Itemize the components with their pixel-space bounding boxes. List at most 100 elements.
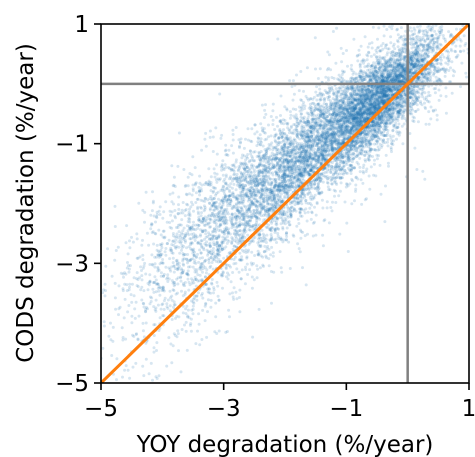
scatter-point: [131, 365, 135, 369]
scatter-point: [360, 112, 364, 116]
scatter-point: [181, 201, 185, 204]
scatter-point: [246, 180, 249, 184]
scatter-point: [227, 251, 231, 255]
scatter-point: [350, 114, 354, 118]
scatter-point: [305, 96, 309, 100]
scatter-point: [288, 155, 292, 158]
scatter-point: [171, 191, 175, 195]
scatter-point: [195, 298, 199, 302]
scatter-point: [353, 149, 357, 152]
scatter-point: [358, 75, 362, 78]
scatter-point: [341, 156, 345, 160]
scatter-point: [369, 85, 373, 89]
scatter-point: [369, 105, 373, 109]
scatter-point: [221, 271, 225, 275]
scatter-point: [262, 240, 266, 243]
scatter-point: [461, 24, 465, 28]
scatter-point: [411, 99, 415, 103]
scatter-point: [201, 270, 204, 274]
scatter-point: [179, 231, 183, 235]
scatter-point: [312, 109, 316, 113]
scatter-point: [370, 71, 374, 75]
scatter-point: [185, 246, 188, 250]
scatter-point: [152, 290, 156, 294]
scatter-point: [268, 177, 272, 181]
scatter-point: [229, 265, 232, 269]
scatter-point: [318, 67, 322, 71]
scatter-point: [315, 201, 319, 204]
scatter-point: [374, 93, 377, 97]
scatter-point: [200, 211, 203, 215]
scatter-point: [180, 218, 184, 222]
scatter-point: [306, 210, 310, 214]
scatter-point: [385, 28, 389, 31]
scatter-point: [250, 191, 254, 195]
scatter-point: [216, 294, 220, 298]
scatter-point: [249, 204, 253, 208]
scatter-point: [370, 85, 374, 89]
scatter-point: [166, 306, 170, 310]
scatter-point: [272, 208, 276, 212]
scatter-point: [423, 177, 427, 181]
scatter-point: [227, 148, 231, 152]
scatter-point: [369, 88, 372, 92]
scatter-point: [382, 89, 386, 93]
scatter-point: [324, 149, 328, 153]
scatter-point: [300, 192, 304, 196]
scatter-point: [359, 111, 363, 115]
scatter-point: [350, 202, 354, 206]
scatter-point: [389, 105, 393, 109]
scatter-point: [390, 27, 394, 31]
scatter-point: [360, 77, 364, 81]
scatter-point: [193, 239, 197, 242]
scatter-point: [345, 221, 349, 225]
scatter-point: [329, 106, 332, 110]
scatter-point: [397, 133, 401, 137]
scatter-point: [397, 74, 401, 78]
scatter-point: [391, 118, 395, 122]
scatter-point: [211, 247, 215, 250]
scatter-point: [181, 232, 185, 236]
scatter-point: [220, 187, 224, 191]
scatter-point: [424, 48, 428, 52]
scatter-point: [402, 34, 406, 38]
scatter-point: [154, 232, 158, 236]
scatter-point: [349, 128, 352, 131]
scatter-point: [223, 221, 227, 225]
scatter-point: [368, 75, 372, 79]
scatter-point: [116, 245, 120, 249]
scatter-point: [357, 112, 361, 116]
scatter-point: [236, 208, 240, 212]
scatter-point: [344, 125, 348, 129]
scatter-point: [374, 71, 377, 75]
scatter-point: [257, 212, 261, 216]
scatter-point: [309, 217, 313, 221]
scatter-point: [328, 134, 332, 138]
scatter-point: [213, 175, 217, 179]
scatter-point: [317, 190, 321, 194]
scatter-point: [339, 104, 343, 107]
scatter-point: [290, 185, 294, 189]
scatter-point: [140, 298, 144, 302]
scatter-point: [397, 103, 401, 107]
scatter-point: [259, 170, 263, 174]
scatter-point: [208, 208, 212, 212]
scatter-point: [395, 110, 399, 114]
scatter-point: [179, 370, 183, 374]
scatter-point: [197, 223, 201, 227]
scatter-point: [371, 94, 375, 98]
scatter-point: [307, 172, 311, 176]
scatter-point: [246, 222, 250, 226]
scatter-point: [233, 228, 237, 232]
scatter-point: [286, 209, 290, 213]
scatter-point: [228, 315, 231, 319]
scatter-point: [453, 49, 457, 53]
scatter-point: [271, 254, 275, 258]
scatter-point: [273, 128, 277, 131]
scatter-point: [182, 257, 186, 261]
scatter-point: [309, 164, 312, 168]
scatter-point: [353, 145, 357, 149]
scatter-point: [317, 139, 321, 143]
scatter-point: [389, 79, 393, 83]
scatter-point: [351, 119, 355, 123]
